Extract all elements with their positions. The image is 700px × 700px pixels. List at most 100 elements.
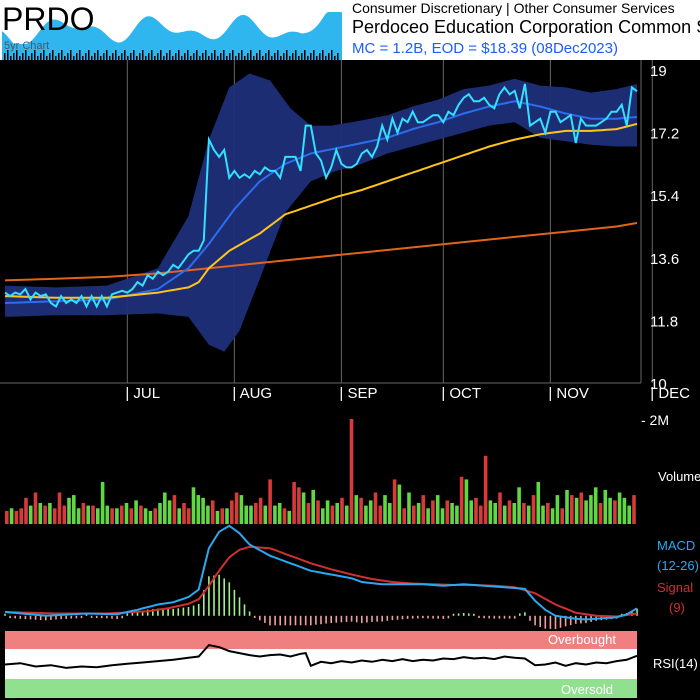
volume-bar (565, 489, 569, 524)
volume-bar (105, 505, 110, 524)
sparkline-volume-bar (271, 56, 273, 60)
macd-histogram-bar (60, 615, 62, 620)
volume-bar (316, 500, 320, 524)
volume-bar (407, 492, 411, 524)
ticker-symbol: PRDO (2, 1, 95, 37)
volume-bar (100, 482, 105, 524)
sparkline-volume-bar (337, 53, 339, 60)
macd-histogram-bar (223, 578, 225, 616)
sparkline-volume-bar (274, 53, 276, 60)
sparkline-volume-bar (118, 56, 120, 60)
volume-bar (91, 505, 95, 524)
price-line (4, 83, 638, 309)
macd-histogram-bar (406, 615, 409, 619)
volume-bar (445, 500, 450, 524)
sparkline-volume-bar (244, 56, 246, 60)
sparkline-volume-bar (175, 53, 177, 60)
macd-histogram-bar (452, 613, 455, 616)
macd-histogram-bar (422, 615, 424, 619)
volume-bar (344, 505, 349, 524)
macd-histogram-bar (101, 615, 103, 619)
macd-histogram-bar (50, 615, 52, 620)
macd-histogram-bar (304, 615, 307, 626)
volume-bar (431, 500, 435, 524)
macd-histogram-bar (121, 615, 123, 619)
macd-histogram-bar (39, 615, 42, 620)
volume-bar (321, 508, 325, 525)
volume-bar (502, 505, 507, 524)
macd-histogram-bar (437, 615, 439, 619)
macd-histogram-bar (325, 615, 327, 624)
macd-histogram-bar (24, 615, 27, 620)
signal-label: Signal (657, 580, 693, 595)
sparkline-volume-bar (295, 50, 297, 60)
sparkline-volume-bar (67, 53, 69, 60)
volume-bar (546, 503, 550, 524)
macd-histogram-bar (75, 615, 78, 619)
price-tick-label: 15.4 (650, 188, 679, 205)
volume-bar (479, 505, 483, 524)
sparkline-volume-bar (322, 50, 324, 60)
volume-bar (435, 495, 440, 524)
macd-histogram-bar (361, 615, 363, 624)
volume-bar (584, 500, 588, 524)
sparkline-volume-bar (88, 50, 90, 60)
macd-histogram-bar (197, 604, 200, 616)
sparkline-volume-bar (316, 56, 318, 60)
sparkline-volume-bar (301, 53, 303, 60)
macd-histogram-bar (381, 615, 383, 622)
sparkline-volume-bar (262, 56, 264, 60)
macd-histogram-bar (355, 615, 358, 623)
macd-histogram-bar (391, 615, 394, 621)
oversold-label: Oversold (561, 682, 613, 697)
sparkline-volume-bar (298, 56, 300, 60)
signal-params: (9) (669, 600, 685, 615)
overbought-zone (5, 631, 637, 649)
volume-bar (397, 484, 402, 524)
sparkline-volume-bar (109, 56, 111, 60)
volume-bar (5, 510, 9, 524)
volume-bar (148, 510, 153, 524)
volume-bar (206, 505, 210, 524)
volume-bar (129, 508, 134, 525)
macd-histogram-bar (238, 597, 241, 616)
macd-panel: MACD (12-26) Signal (9) (4, 524, 699, 630)
macd-histogram-bar (401, 615, 404, 620)
volume-tick: - 2M (641, 412, 669, 428)
volume-bar (488, 500, 493, 524)
macd-histogram-bar (442, 615, 445, 619)
macd-histogram-bar (493, 615, 496, 619)
sparkline-volume-bar (226, 56, 228, 60)
macd-histogram-bar (432, 615, 434, 619)
macd-histogram-bar (233, 589, 236, 616)
macd-histogram-bar (503, 615, 506, 619)
sparkline-volume-bar (166, 53, 168, 60)
volume-bar (570, 495, 574, 524)
macd-histogram-bar (549, 615, 552, 629)
volume-bar (306, 503, 311, 524)
volume-bar (263, 505, 268, 524)
volume-bar (277, 503, 282, 524)
volume-bar (86, 505, 90, 524)
macd-histogram-bar (177, 608, 180, 616)
macd-histogram-bar (539, 615, 541, 627)
macd-histogram-bar (90, 615, 93, 618)
sparkline-volume-bar (310, 53, 312, 60)
volume-bar (378, 505, 383, 524)
macd-histogram-bar (141, 610, 144, 616)
macd-histogram-bar (213, 575, 215, 616)
volume-bar (201, 497, 205, 525)
macd-histogram-bar (106, 615, 108, 619)
month-label: | NOV (548, 385, 589, 402)
macd-histogram-bar (19, 615, 22, 619)
macd-histogram-bar (187, 607, 190, 616)
volume-bar (349, 419, 354, 524)
volume-bar (254, 503, 258, 524)
volume-bar (33, 492, 38, 524)
volume-bar (177, 508, 181, 525)
sparkline-volume-bar (7, 50, 9, 60)
rsi-label: RSI(14) (653, 656, 698, 671)
volume-bar (268, 479, 272, 524)
macd-histogram-bar (14, 615, 16, 619)
sparkline-volume-bar (76, 53, 78, 60)
